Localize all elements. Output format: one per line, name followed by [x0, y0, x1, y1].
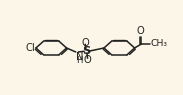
Text: CH₃: CH₃ — [150, 39, 167, 48]
Text: O: O — [84, 55, 92, 65]
Text: O: O — [81, 38, 89, 48]
Text: N: N — [76, 52, 84, 62]
Text: O: O — [137, 26, 144, 36]
Text: S: S — [82, 46, 91, 56]
Text: H: H — [76, 56, 83, 65]
Text: Cl: Cl — [25, 43, 35, 53]
